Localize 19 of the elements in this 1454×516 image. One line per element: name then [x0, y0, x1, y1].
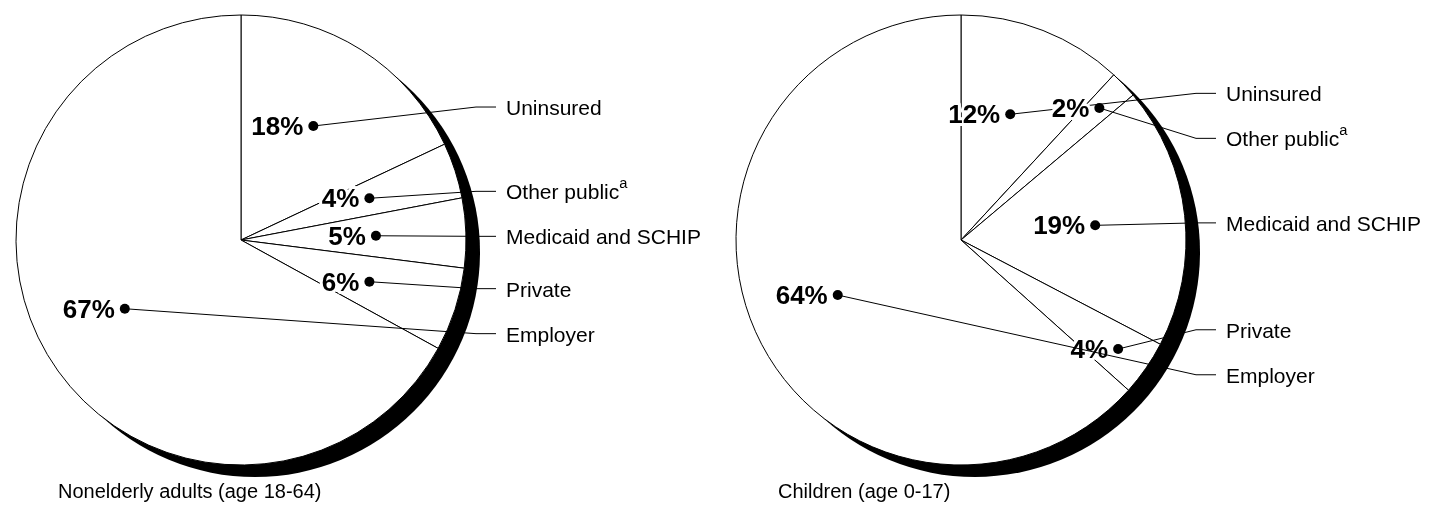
data-label: 18%: [251, 111, 304, 142]
slice-label: Private: [1226, 318, 1292, 342]
slice-label: Private: [506, 277, 572, 301]
data-label: 4%: [321, 183, 360, 214]
slice-label: Medicaid and SCHIP: [506, 224, 701, 248]
slice-label: Other public$^{a}$: [1226, 122, 1349, 150]
slice-label: Other public$^{a}$: [506, 175, 629, 203]
data-label: 64%: [775, 280, 828, 311]
slice-label: Uninsured: [1226, 81, 1322, 105]
slice-label: Employer: [506, 322, 595, 346]
slice-label: Uninsured: [506, 95, 602, 119]
slice-label: Medicaid and SCHIP: [1226, 211, 1421, 235]
text: Nonelderly adults (age 18-64): [58, 480, 322, 503]
slice-label: Employer: [1226, 363, 1315, 387]
data-label: 5%: [328, 220, 366, 251]
data-label: 6%: [321, 266, 360, 297]
text: Children (age 0-17): [778, 480, 951, 503]
data-label: 67%: [62, 293, 115, 324]
data-label: 19%: [1033, 210, 1086, 241]
